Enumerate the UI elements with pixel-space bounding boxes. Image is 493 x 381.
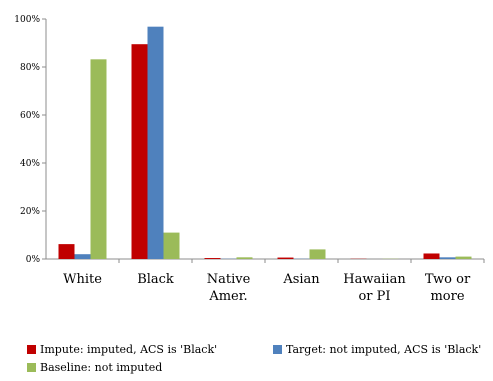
bar-impute-1: [131, 44, 148, 260]
bar-target-5: [439, 257, 456, 259]
x-tick-label: Native Amer.: [207, 272, 251, 304]
bar-baseline-5: [455, 256, 472, 259]
bar-baseline-3: [309, 249, 326, 259]
bars: [58, 26, 472, 260]
x-tick-label: Hawaiian or PI: [343, 272, 406, 304]
y-tick-label: 40%: [20, 159, 40, 169]
x-tick-label: Two or more: [425, 272, 471, 304]
y-tick-label: 60%: [20, 111, 40, 121]
y-axis: 0% 20% 40% 60% 80% 100%: [14, 15, 47, 265]
x-tick-label: Asian: [282, 272, 320, 287]
bar-impute-5: [423, 253, 440, 259]
y-tick-label: 0%: [26, 255, 41, 265]
y-tick-label: 20%: [20, 207, 40, 217]
y-tick-label: 100%: [14, 15, 40, 25]
bar-baseline-2: [236, 257, 253, 259]
x-tick-label: Black: [137, 272, 174, 287]
bar-impute-3: [277, 257, 294, 259]
y-tick-label: 80%: [20, 63, 40, 73]
bar-target-1: [147, 26, 164, 260]
bar-baseline-1: [163, 232, 180, 259]
bar-target-0: [74, 254, 91, 259]
x-tick-label: White: [63, 272, 102, 287]
bar-impute-2: [204, 258, 221, 259]
x-axis: White Black Native Amer. Asian Hawaiian or PI T…: [46, 258, 485, 304]
bar-impute-0: [58, 244, 75, 259]
bar-baseline-0: [90, 59, 107, 259]
